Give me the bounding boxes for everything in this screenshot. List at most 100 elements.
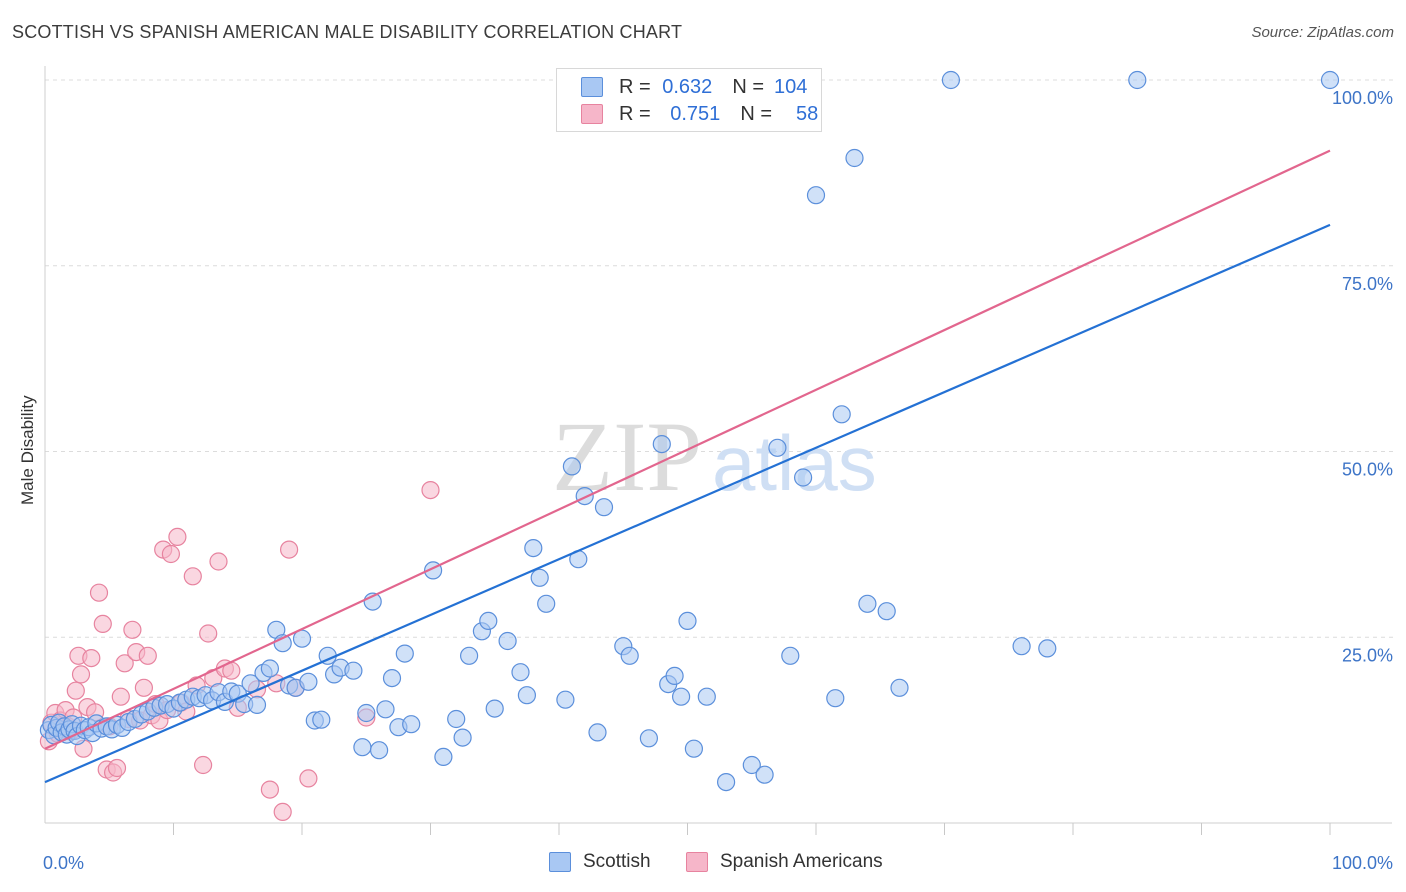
spanish-americans-point	[183, 567, 202, 586]
y-tick-label: 100.0%	[1332, 88, 1393, 108]
scottish-point	[460, 646, 479, 665]
scottish-point	[890, 678, 909, 697]
legend-n-label: N =	[740, 102, 772, 125]
scottish-point	[1038, 639, 1057, 658]
spanish-americans-point	[107, 758, 127, 778]
spanish-americans-point	[273, 802, 292, 822]
scottish-point	[678, 611, 697, 631]
scottish-point	[671, 687, 691, 706]
spanish-americans-point	[66, 681, 85, 700]
x-tick-label-max: 100.0%	[1332, 853, 1393, 873]
scottish-point	[260, 659, 279, 678]
grid-lines	[45, 79, 1395, 638]
scottish-point	[781, 646, 800, 665]
scottish-point	[665, 666, 684, 686]
scottish-point	[832, 405, 851, 424]
watermark: ZIP atlas	[552, 401, 877, 512]
scottish-point	[826, 689, 845, 708]
scottish-point	[485, 699, 504, 718]
spanish-americans-point	[199, 624, 218, 643]
spanish-americans-point	[168, 527, 187, 547]
bottom-legend-spanish: Spanish Americans	[686, 851, 883, 873]
legend-row-spanish: R = 0.751 N = 58	[581, 103, 818, 125]
legend-r-label: R =	[619, 102, 651, 125]
scottish-point	[524, 538, 543, 558]
spanish-americans-point	[209, 552, 228, 571]
scottish-point	[511, 663, 530, 682]
spanish-americans-point	[161, 544, 180, 564]
spanish-swatch	[686, 852, 708, 872]
bottom-legend-spanish-label: Spanish Americans	[720, 851, 883, 872]
scottish-point	[575, 487, 594, 506]
chart-title: SCOTTISH VS SPANISH AMERICAN MALE DISABI…	[12, 22, 683, 42]
spanish-americans-point	[421, 481, 440, 500]
legend-r-label: R =	[619, 75, 651, 98]
spanish-americans-point	[71, 665, 91, 684]
scottish-point	[845, 148, 864, 168]
trend-lines	[44, 149, 1331, 784]
y-tick-label: 75.0%	[1342, 274, 1393, 294]
scottish-point	[684, 739, 704, 758]
source-label: Source: ZipAtlas.com	[1251, 24, 1394, 41]
scottish-point	[1012, 637, 1031, 656]
scottish-point	[537, 594, 556, 613]
scottish-trend-line	[44, 223, 1331, 784]
scottish-point	[312, 710, 331, 729]
scottish-point	[447, 709, 466, 729]
spanish-swatch	[581, 104, 603, 124]
scottish-point	[697, 687, 716, 706]
scottish-point	[755, 765, 774, 784]
spanish-americans-point	[299, 769, 318, 788]
spanish-americans-trend-line	[44, 149, 1331, 750]
scottish-point	[344, 661, 363, 680]
spanish-americans-point	[89, 583, 109, 602]
spanish-americans-point	[82, 648, 101, 668]
spanish-americans-point	[260, 780, 279, 799]
scottish-point	[479, 611, 498, 631]
scottish-point	[530, 568, 549, 587]
scottish-point	[299, 672, 318, 691]
scottish-point	[588, 723, 607, 742]
scottish-point	[517, 686, 537, 705]
spanish-americans-point	[138, 646, 157, 665]
legend-n-value: 104	[774, 75, 808, 98]
scottish-point	[1128, 70, 1147, 90]
scottish-point	[594, 498, 614, 517]
scottish-point	[247, 695, 267, 715]
legend-r-value: 0.751	[670, 102, 721, 125]
scottish-point	[434, 747, 453, 767]
spanish-americans-point	[280, 540, 299, 559]
scottish-point	[806, 186, 826, 205]
bottom-legend-scottish: Scottish	[549, 851, 651, 873]
scottish-point	[768, 438, 787, 457]
legend-n-label: N =	[732, 75, 764, 98]
scottish-point	[1320, 70, 1340, 90]
scottish-point	[858, 594, 877, 613]
scottish-point	[742, 755, 761, 775]
scottish-point	[556, 690, 575, 709]
scottish-point	[620, 646, 639, 665]
scottish-point	[376, 700, 395, 719]
legend-r-value: 0.632	[662, 75, 713, 98]
y-tick-label: 25.0%	[1342, 645, 1393, 665]
tick-labels: 25.0% 50.0% 75.0% 100.0% 0.0% 100.0%	[43, 88, 1393, 873]
scottish-point	[402, 715, 421, 734]
legend-row-scottish: R = 0.632 N = 104	[581, 76, 807, 98]
scottish-swatch	[549, 852, 571, 872]
spanish-americans-point	[111, 687, 130, 706]
scottish-point	[877, 602, 896, 621]
scottish-point	[382, 668, 402, 688]
scottish-point	[639, 729, 659, 748]
series-spanish-americans-points	[39, 481, 440, 822]
spanish-americans-point	[115, 654, 134, 673]
spanish-americans-point	[194, 755, 213, 775]
scottish-point	[716, 772, 736, 792]
spanish-americans-point	[93, 614, 112, 634]
scottish-point	[652, 435, 671, 454]
scottish-point	[353, 738, 372, 757]
scottish-swatch	[581, 77, 603, 97]
spanish-americans-point	[134, 678, 153, 697]
scottish-point	[562, 457, 582, 476]
bottom-legend-scottish-label: Scottish	[583, 851, 651, 872]
